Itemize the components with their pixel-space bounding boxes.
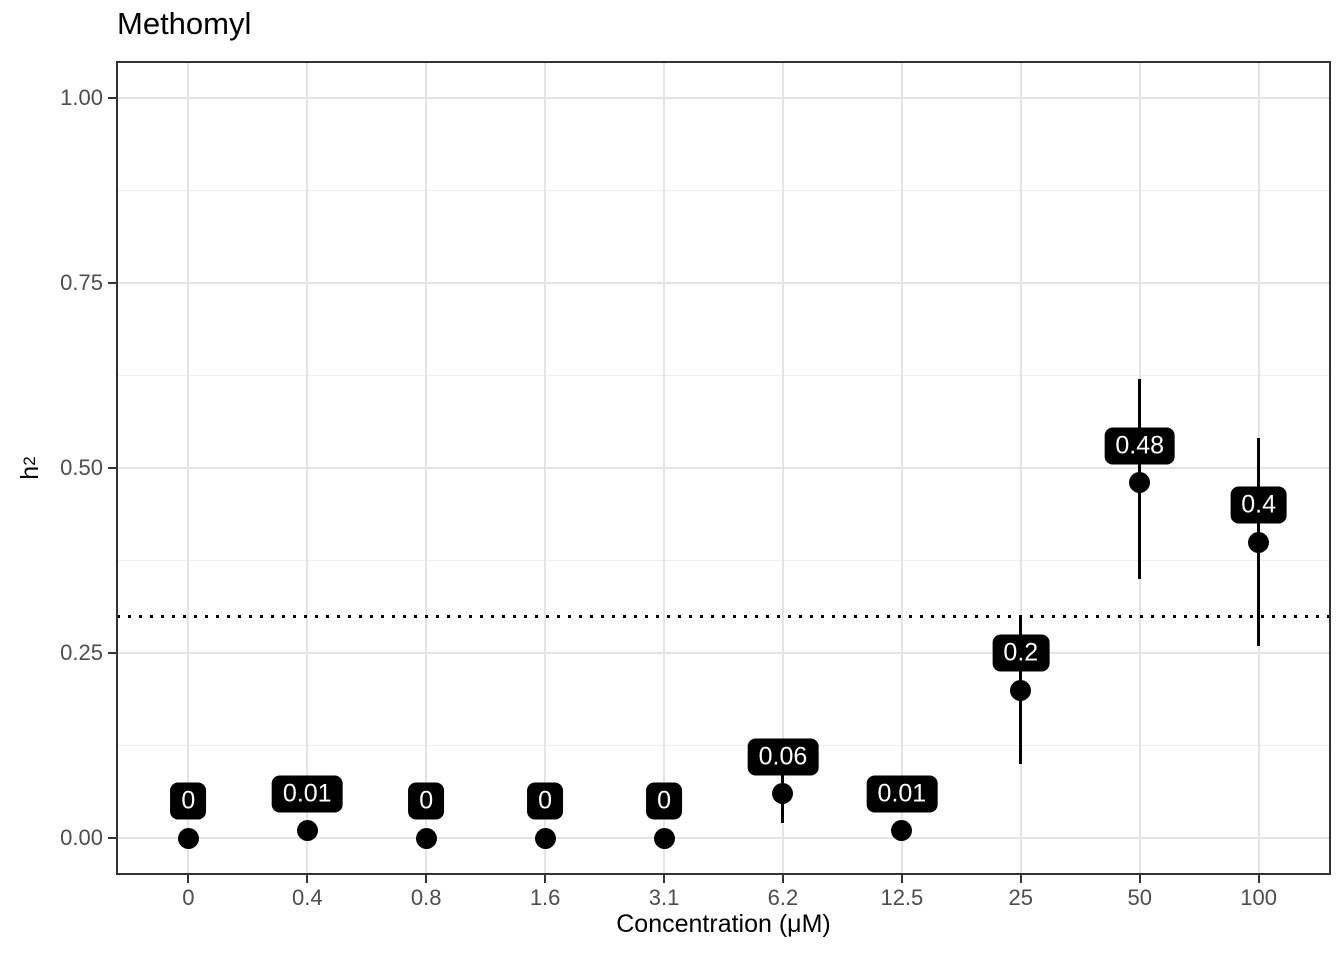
point-value-label: 0.48 [1104,427,1176,465]
point-value-label: 0 [170,782,207,820]
x-axis-tick [1019,874,1022,883]
x-axis-tick-label: 12.5 [880,885,924,910]
vertical-gridline [187,62,190,874]
x-axis-tick [425,874,428,883]
point-value-label: 0 [408,782,445,820]
y-axis-tick-label: 1.00 [60,85,103,110]
minor-gridline [117,745,1330,746]
minor-gridline [117,560,1330,561]
data-point [1248,531,1270,553]
data-point [1129,472,1151,494]
x-axis-tick [306,874,309,883]
x-axis-tick-label: 25 [1008,885,1034,910]
x-axis-tick-label: 100 [1240,885,1277,910]
vertical-gridline [544,62,547,874]
vertical-gridline [663,62,666,874]
x-axis-tick-label: 6.2 [767,885,799,910]
x-axis-tick [1138,874,1141,883]
y-axis-tick [108,652,117,654]
major-gridline [117,97,1330,99]
point-value-label: 0.06 [747,738,819,776]
point-value-label: 0.2 [992,634,1050,672]
vertical-gridline [425,62,428,874]
data-point [1010,679,1032,701]
x-axis-tick [900,874,903,883]
x-axis-tick-label: 1.6 [529,885,561,910]
chart-title: Methomyl [117,6,252,41]
point-value-label: 0.01 [271,775,343,813]
data-point [653,827,675,849]
point-value-label: 0.01 [866,775,938,813]
vertical-gridline [900,62,903,874]
y-axis-tick-label: 0.75 [60,270,103,295]
x-axis-tick [544,874,547,883]
y-axis-tick-label: 0.50 [60,455,103,480]
x-axis-tick-label: 0.8 [410,885,442,910]
x-axis-tick-label: 3.1 [648,885,680,910]
data-point [296,820,318,842]
y-axis-tick-label: 0.00 [60,825,103,850]
vertical-gridline [781,62,784,874]
y-axis-tick [108,97,117,99]
point-value-label: 0 [646,782,682,820]
y-axis-title-superscript: 2 [20,456,39,466]
vertical-gridline [1019,62,1022,874]
vertical-gridline [306,62,309,874]
minor-gridline [117,190,1330,191]
x-axis-tick [663,874,666,883]
data-point [891,820,913,842]
data-point [177,827,199,849]
y-axis-title-base: h [15,465,44,480]
minor-gridline [117,375,1330,376]
x-axis-tick-label: 0.4 [291,885,323,910]
y-axis-tick [108,837,117,839]
x-axis-tick [781,874,784,883]
y-axis-tick [108,467,117,469]
x-axis-title: Concentration (μM) [616,910,831,938]
major-gridline [117,837,1330,839]
reference-line [117,614,1330,618]
major-gridline [117,467,1330,469]
y-axis-tick [108,282,117,284]
x-axis-tick-label: 0 [182,885,195,910]
data-point [415,827,437,849]
y-axis-tick-label: 0.25 [60,640,103,665]
x-axis-tick [187,874,190,883]
point-value-label: 0.4 [1230,486,1288,524]
data-point [534,827,556,849]
point-value-label: 0 [527,782,564,820]
major-gridline [117,282,1330,284]
major-gridline [117,652,1330,654]
x-axis-tick [1257,874,1260,883]
data-point [772,783,794,805]
x-axis-tick-label: 50 [1127,885,1152,910]
